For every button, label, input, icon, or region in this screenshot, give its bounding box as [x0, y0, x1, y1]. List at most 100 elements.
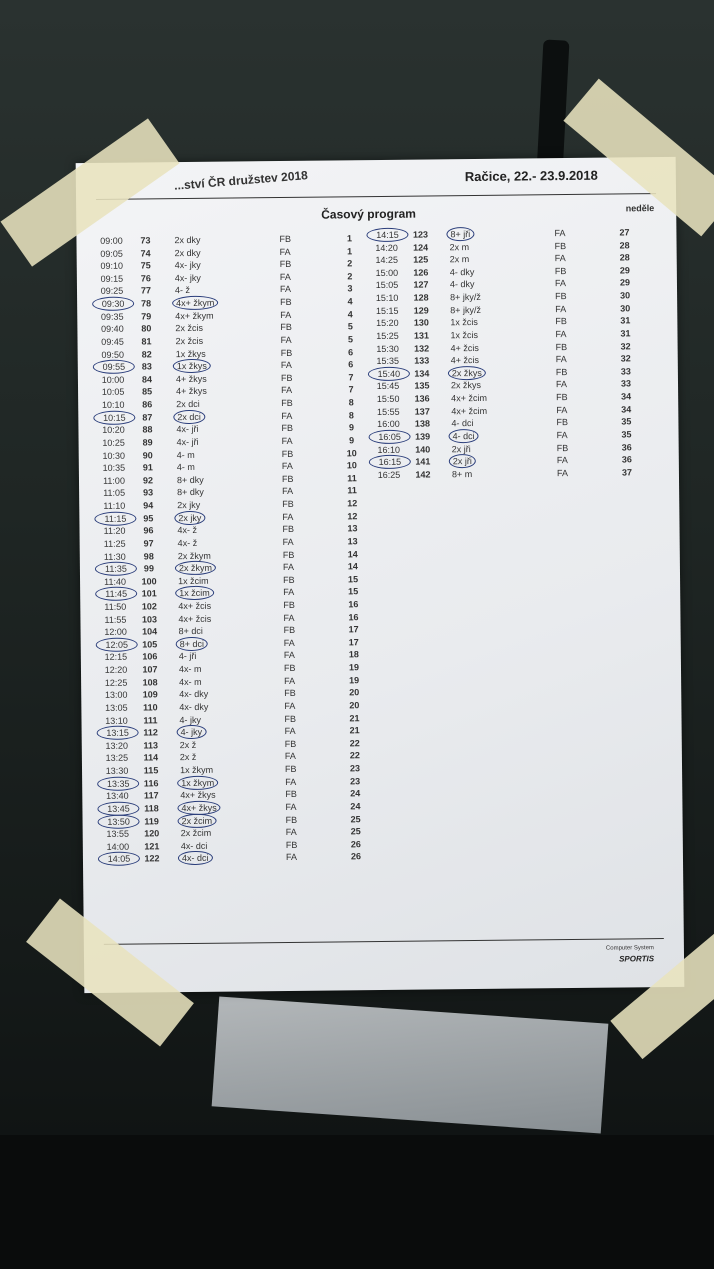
event: 8+ dky [177, 487, 204, 498]
event: 2x ž [179, 752, 197, 763]
event: 4- dky [449, 279, 475, 290]
time: 11:55 [104, 614, 127, 625]
time: 15:30 [376, 343, 399, 354]
heat: 14 [347, 548, 358, 559]
time: 14:05 [97, 851, 141, 867]
heat: 12 [347, 510, 358, 521]
place-date: Račice, 22.- 23.9.2018 [464, 167, 598, 185]
time: 15:55 [376, 406, 400, 417]
time: 11:20 [103, 525, 126, 537]
time: 10:15 [93, 410, 136, 425]
lane: FA [283, 612, 295, 623]
time: 09:50 [101, 349, 124, 360]
footer-rule [103, 938, 664, 945]
header-rule [96, 193, 657, 200]
lane: FB [284, 688, 296, 699]
event: 1x žkym [179, 764, 214, 776]
event: 4- dci [451, 418, 474, 429]
race-number: 120 [144, 828, 160, 839]
race-number: 134 [414, 368, 430, 379]
lane: FA [555, 303, 567, 314]
event: 4x+ žcis [178, 613, 212, 624]
lane: FA [285, 776, 297, 787]
event: 4x- jky [174, 260, 201, 271]
lane: FA [285, 852, 298, 863]
race-number: 99 [143, 563, 154, 574]
race-number: 135 [414, 380, 430, 392]
race-number: 109 [142, 689, 158, 700]
heat: 13 [347, 523, 358, 534]
lane: FB [281, 397, 293, 409]
lane: FB [556, 442, 569, 453]
time: 11:00 [103, 475, 125, 486]
lane: FA [282, 511, 294, 522]
race-number: 92 [142, 475, 154, 486]
heat: 21 [349, 725, 360, 736]
heat: 26 [350, 851, 362, 862]
lane: FA [281, 461, 293, 472]
event: 4+ žkys [175, 373, 207, 384]
race-number: 87 [142, 412, 153, 423]
event: 2x dky [174, 234, 201, 246]
race-number: 104 [142, 626, 158, 637]
time: 15:35 [376, 355, 400, 367]
time: 12:20 [104, 664, 128, 675]
time: 13:50 [97, 814, 140, 829]
race-number: 118 [144, 803, 159, 814]
time: 12:05 [95, 637, 138, 652]
heat: 33 [620, 366, 631, 377]
race-number: 131 [413, 330, 430, 341]
event: 4x- ž [177, 537, 198, 548]
lane: FA [279, 271, 291, 282]
heat: 13 [347, 536, 358, 547]
lane: FB [555, 341, 568, 352]
time: 13:55 [106, 828, 130, 840]
time: 13:20 [105, 740, 129, 751]
race-number: 106 [142, 651, 158, 662]
lane: FA [556, 404, 568, 415]
event: 4- m [176, 462, 195, 473]
time: 10:30 [102, 450, 126, 461]
heat: 25 [350, 813, 361, 824]
race-number: 114 [143, 752, 159, 763]
lane: FA [285, 827, 297, 838]
time: 12:25 [104, 677, 128, 688]
race-number: 119 [144, 815, 159, 826]
event: 4x- dci [180, 840, 208, 851]
race-number: 91 [142, 462, 153, 473]
heat: 11 [347, 473, 357, 484]
time: 13:35 [97, 776, 140, 791]
lane: FA [281, 385, 293, 396]
time: 15:45 [376, 381, 400, 392]
time: 14:15 [366, 227, 409, 243]
event: 1x žkys [172, 358, 211, 374]
heat: 3 [347, 283, 353, 294]
event: 2x jky [174, 510, 206, 525]
time: 15:50 [376, 393, 400, 405]
time: 09:40 [101, 323, 124, 335]
event: 1x žcis [450, 317, 478, 328]
heat: 15 [348, 586, 359, 597]
time: 10:20 [102, 424, 125, 436]
dashboard [0, 1135, 714, 1269]
time: 10:35 [102, 462, 126, 474]
event: 2x m [449, 254, 470, 265]
heat: 29 [619, 277, 631, 288]
event: 4- jři [178, 651, 197, 662]
time: 16:25 [377, 469, 401, 480]
race-number: 90 [142, 449, 153, 461]
race-number: 101 [141, 588, 157, 599]
time: 12:00 [104, 626, 127, 638]
heat: 27 [619, 227, 630, 238]
heat: 32 [620, 340, 631, 352]
lane: FA [556, 455, 568, 466]
lane: FA [281, 435, 293, 446]
race-number: 103 [141, 613, 158, 625]
event: 2x žkys [447, 365, 486, 381]
heat: 19 [349, 674, 360, 686]
lane: FA [284, 675, 296, 686]
race-number: 111 [143, 714, 158, 726]
time: 12:15 [104, 652, 128, 663]
event: 1x žkys [175, 348, 206, 359]
time: 11:40 [104, 576, 127, 587]
